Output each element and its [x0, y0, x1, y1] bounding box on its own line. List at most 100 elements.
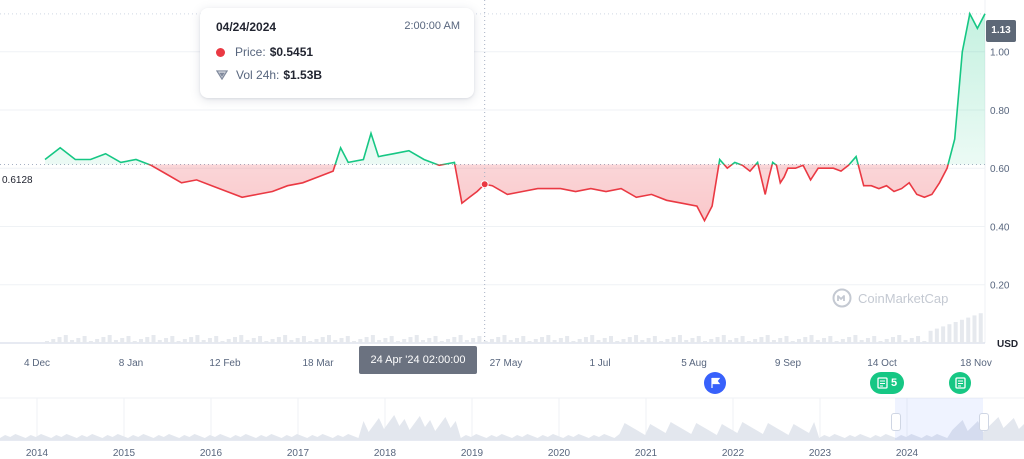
volume-bar — [884, 339, 889, 343]
volume-bar — [201, 340, 206, 343]
volume-bar — [502, 335, 507, 343]
price-line-down — [146, 164, 949, 223]
navigator-year-label: 2019 — [461, 448, 484, 459]
volume-bar — [251, 338, 256, 343]
volume-bar — [439, 341, 444, 343]
navigator-selection[interactable] — [895, 398, 983, 440]
volume-bar — [765, 335, 770, 343]
current-price-label: 1.13 — [986, 20, 1016, 42]
volume-bar — [703, 341, 707, 343]
volume-bar — [922, 341, 927, 343]
volume-bar — [258, 336, 263, 343]
volume-bar — [233, 337, 237, 343]
tooltip-volume-row: Vol 24h: $1.53B — [216, 68, 322, 82]
volume-bar — [972, 315, 977, 343]
x-tick-label: 18 Nov — [960, 358, 992, 369]
volume-bar — [947, 324, 952, 343]
volume-bar — [427, 338, 432, 343]
navigator-year-label: 2020 — [548, 448, 571, 459]
volume-bar — [828, 336, 833, 343]
volume-bar — [483, 341, 488, 343]
volume-bar — [295, 338, 300, 343]
volume-bar — [95, 339, 100, 343]
volume-bar — [170, 336, 175, 343]
volume-bar — [339, 338, 344, 343]
volume-bar — [113, 340, 118, 343]
y-tick-label: 0.60 — [990, 164, 1010, 175]
crosshair-date-label: 24 Apr '24 02:00:00 — [359, 346, 477, 374]
volume-bar — [433, 336, 438, 343]
volume-bar — [270, 339, 275, 343]
volume-icon — [216, 70, 228, 80]
volume-bar — [784, 336, 789, 343]
navigator-left-handle[interactable] — [891, 413, 901, 431]
navigator-area — [0, 415, 1024, 440]
navigator[interactable]: 2014 2015 2016 2017 2018 2019 2020 2021 2022 2023… — [0, 397, 1024, 459]
flag-event-badge[interactable] — [704, 372, 726, 394]
tooltip-price-row: Price: $0.5451 — [216, 45, 313, 59]
volume-bar — [370, 335, 375, 343]
volume-bar — [333, 340, 338, 343]
volume-bar — [88, 341, 93, 343]
news-event-badge-single[interactable] — [949, 372, 971, 394]
volume-bar — [446, 339, 451, 343]
navigator-year-label: 2014 — [26, 448, 49, 459]
volume-bar — [176, 341, 181, 343]
volume-bar — [565, 336, 570, 343]
volume-bar — [627, 337, 632, 343]
navigator-year-label: 2022 — [722, 448, 745, 459]
volume-bar — [609, 336, 613, 343]
navigator-year-label: 2017 — [287, 448, 310, 459]
volume-bar — [621, 339, 626, 343]
volume-bar — [245, 340, 250, 343]
volume-bar — [540, 337, 545, 343]
x-tick-label: 9 Sep — [775, 358, 802, 369]
volume-bar — [740, 336, 745, 343]
y-tick-label: 1.00 — [990, 48, 1010, 59]
volume-bar — [320, 337, 325, 343]
volume-bar — [308, 341, 313, 343]
volume-bar — [872, 336, 877, 343]
volume-bar — [101, 337, 106, 343]
y-tick-label: 0.40 — [990, 222, 1010, 233]
volume-bar — [778, 338, 783, 343]
news-event-badge[interactable]: 5 — [870, 372, 904, 394]
volume-bar — [715, 337, 720, 343]
volume-bar — [395, 341, 400, 343]
volume-bar — [527, 341, 532, 343]
y-tick-label: 0.80 — [990, 106, 1010, 117]
navigator-right-handle[interactable] — [979, 413, 989, 431]
volume-bar — [45, 341, 49, 343]
volume-bar — [264, 341, 269, 343]
volume-bar — [408, 337, 413, 343]
volume-bar — [383, 338, 388, 343]
watermark-text: CoinMarketCap — [858, 290, 949, 306]
volume-bar — [182, 339, 187, 343]
volume-bar — [195, 335, 200, 343]
navigator-year-label: 2015 — [113, 448, 136, 459]
volume-bar — [214, 336, 219, 343]
volume-bar — [834, 341, 839, 343]
volume-bar — [120, 338, 125, 343]
volume-bar — [82, 336, 87, 343]
volume-bar — [364, 337, 369, 343]
navigator-year-label: 2018 — [374, 448, 397, 459]
volume-bar — [859, 340, 864, 343]
volume-bar — [289, 340, 294, 343]
document-icon — [954, 377, 966, 389]
volume-bar — [959, 319, 964, 343]
tooltip-price-label: Price: — [235, 45, 266, 59]
volume-bar — [790, 341, 795, 343]
price-line-layer — [44, 0, 986, 343]
tooltip-price-value: $0.5451 — [269, 45, 314, 59]
volume-bar — [132, 341, 137, 343]
volume-bar — [652, 336, 657, 343]
volume-bar — [696, 336, 701, 343]
volume-bar — [239, 335, 244, 343]
volume-bar — [151, 335, 156, 343]
volume-bar — [207, 338, 212, 343]
volume-bar — [966, 317, 971, 343]
price-dot-icon — [216, 47, 225, 57]
volume-bar — [928, 330, 933, 343]
